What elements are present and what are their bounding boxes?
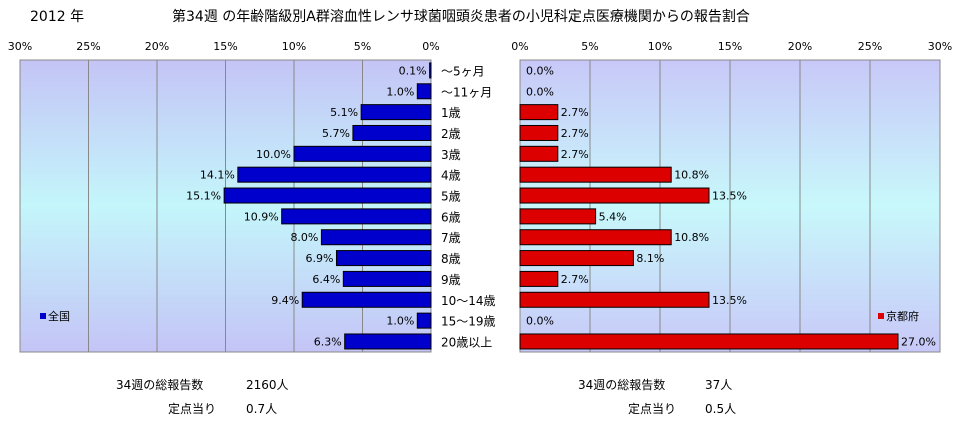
legend-kyoto-swatch xyxy=(878,313,884,319)
national-bar-label: 1.0% xyxy=(386,85,414,98)
kyoto-bar xyxy=(519,229,672,246)
national-bar xyxy=(320,229,432,246)
national-bar-label: 0.1% xyxy=(399,64,427,77)
kyoto-bar-label: 0.0% xyxy=(526,85,554,98)
age-category-label: 4歳 xyxy=(441,169,461,183)
age-category-label: 20歳以上 xyxy=(441,335,492,349)
national-bar xyxy=(352,124,432,141)
national-bar xyxy=(429,62,432,79)
left-tick-label: 5% xyxy=(354,40,371,53)
kyoto-bar-label: 10.8% xyxy=(674,231,709,244)
national-bar xyxy=(344,333,432,350)
age-category-label: 3歳 xyxy=(441,148,461,162)
age-category-label: 5歳 xyxy=(441,190,461,204)
age-category-label: 7歳 xyxy=(441,231,461,245)
age-category-label: 8歳 xyxy=(441,252,461,266)
right-total-value: 37人 xyxy=(705,378,733,392)
age-category-label: 15～19歳 xyxy=(441,315,496,329)
national-bar-label: 5.1% xyxy=(330,106,358,119)
right-tick-label: 10% xyxy=(648,40,672,53)
national-bar xyxy=(360,104,432,121)
national-bar xyxy=(301,291,432,308)
chart-year: 2012 年 xyxy=(30,9,85,25)
right-tick-label: 30% xyxy=(928,40,952,53)
left-tick-label: 15% xyxy=(213,40,237,53)
kyoto-bar xyxy=(519,124,559,141)
national-bar xyxy=(416,83,432,100)
right-tick-label: 20% xyxy=(788,40,812,53)
kyoto-bar-label: 2.7% xyxy=(561,127,589,140)
national-bar-label: 10.0% xyxy=(256,148,291,161)
national-bar-label: 6.3% xyxy=(314,335,342,348)
national-bar xyxy=(335,250,432,267)
left-tick-label: 20% xyxy=(145,40,169,53)
kyoto-bar xyxy=(519,166,672,183)
kyoto-bar-label: 0.0% xyxy=(526,64,554,77)
kyoto-bar-label: 27.0% xyxy=(901,335,936,348)
kyoto-bar-label: 5.4% xyxy=(599,210,627,223)
national-bar xyxy=(293,145,432,162)
kyoto-bar-label: 13.5% xyxy=(712,294,747,307)
kyoto-bar xyxy=(519,145,559,162)
national-bar-label: 15.1% xyxy=(186,190,221,203)
national-bar-label: 1.0% xyxy=(386,315,414,328)
national-bar xyxy=(416,312,432,329)
left-tick-label: 10% xyxy=(282,40,306,53)
kyoto-bar-label: 10.8% xyxy=(674,169,709,182)
left-total-value: 2160人 xyxy=(246,378,289,392)
national-bar xyxy=(342,270,432,287)
right-tick-label: 15% xyxy=(718,40,742,53)
age-category-label: ～11ヶ月 xyxy=(441,85,492,99)
kyoto-bar-label: 0.0% xyxy=(526,315,554,328)
legend-kyoto-label: 京都府 xyxy=(886,309,919,323)
national-bar-label: 9.4% xyxy=(271,294,299,307)
national-bar xyxy=(237,166,432,183)
left-per-value: 0.7人 xyxy=(246,402,278,416)
kyoto-bar xyxy=(519,187,710,204)
right-tick-label: 5% xyxy=(581,40,598,53)
left-per-label: 定点当り xyxy=(168,402,217,416)
kyoto-bar xyxy=(519,291,710,308)
kyoto-bar xyxy=(519,250,634,267)
kyoto-bar-label: 8.1% xyxy=(636,252,664,265)
left-total-label: 34週の総報告数 xyxy=(116,378,204,392)
left-tick-label: 25% xyxy=(76,40,100,53)
legend-national-swatch xyxy=(40,313,46,319)
right-tick-label: 0% xyxy=(511,40,528,53)
age-category-label: 10～14歳 xyxy=(441,294,496,308)
age-category-label: 2歳 xyxy=(441,127,461,141)
national-bar-label: 6.9% xyxy=(306,252,334,265)
legend-national-label: 全国 xyxy=(48,309,70,323)
kyoto-bar xyxy=(519,270,559,287)
right-total-label: 34週の総報告数 xyxy=(578,378,666,392)
age-category-label: 1歳 xyxy=(441,106,461,120)
right-per-label: 定点当り xyxy=(628,402,677,416)
age-category-label: 6歳 xyxy=(441,210,461,224)
kyoto-bar xyxy=(519,208,597,225)
national-bar-label: 8.0% xyxy=(290,231,318,244)
kyoto-bar-label: 2.7% xyxy=(561,106,589,119)
national-bar xyxy=(281,208,432,225)
national-bar-label: 10.9% xyxy=(244,210,279,223)
chart-title: 第34週 の年齢階級別A群溶血性レンサ球菌咽頭炎患者の小児科定点医療機関からの報… xyxy=(172,9,750,25)
left-tick-label: 30% xyxy=(8,40,32,53)
national-bar-label: 6.4% xyxy=(312,273,340,286)
age-category-label: ～5ヶ月 xyxy=(441,64,485,78)
left-tick-label: 0% xyxy=(422,40,439,53)
kyoto-bar xyxy=(519,333,899,350)
right-tick-label: 25% xyxy=(858,40,882,53)
age-category-label: 9歳 xyxy=(441,273,461,287)
kyoto-bar-label: 2.7% xyxy=(561,273,589,286)
kyoto-bar-label: 2.7% xyxy=(561,148,589,161)
national-bar-label: 14.1% xyxy=(200,169,235,182)
kyoto-bar xyxy=(519,104,559,121)
national-bar xyxy=(223,187,432,204)
national-bar-label: 5.7% xyxy=(322,127,350,140)
right-per-value: 0.5人 xyxy=(705,402,737,416)
kyoto-bar-label: 13.5% xyxy=(712,190,747,203)
